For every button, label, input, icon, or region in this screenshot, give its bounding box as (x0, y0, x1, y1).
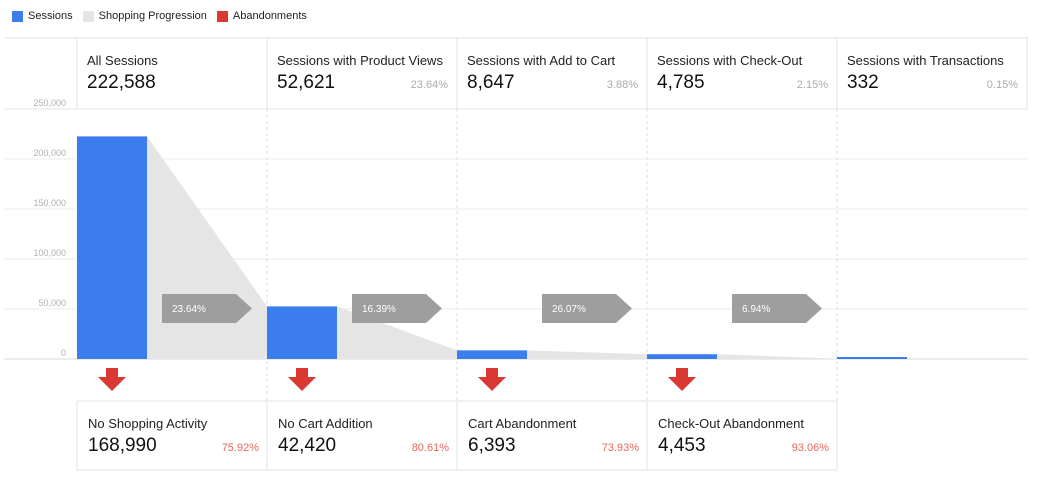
conversion-rate-arrow (542, 294, 632, 323)
stage-value: 4,785 (657, 72, 705, 93)
conversion-rate-arrow (162, 294, 252, 323)
stage-percentage: 3.88% (607, 79, 638, 91)
sessions-bar (837, 357, 907, 359)
stage-value: 52,621 (277, 72, 335, 93)
legend-item-abandonments[interactable]: Abandonments (216, 10, 307, 22)
y-tick-label: 200,000 (33, 148, 66, 158)
stage-value: 332 (847, 72, 879, 93)
progression-area (717, 354, 837, 359)
stage-label: Sessions with Transactions (847, 53, 1004, 68)
legend-label-abandonments: Abandonments (232, 10, 307, 22)
abandonment-label: No Shopping Activity (88, 416, 208, 431)
conversion-rate-arrow (732, 294, 822, 323)
abandonment-percentage: 75.92% (222, 442, 260, 454)
sessions-bar (457, 350, 527, 359)
stage-percentage: 0.15% (987, 79, 1018, 91)
abandonment-arrow-icon (478, 368, 506, 391)
stage-label: Sessions with Product Views (277, 53, 443, 68)
stage-label: All Sessions (87, 53, 158, 68)
conversion-rate-label: 26.07% (552, 304, 586, 315)
y-tick-label: 0 (61, 348, 66, 358)
abandonment-value: 4,453 (658, 435, 706, 456)
abandonment-value: 168,990 (88, 435, 157, 456)
legend-swatch-abandonments (216, 10, 228, 22)
abandonment-card (646, 400, 838, 471)
stage-label: Sessions with Add to Cart (467, 53, 616, 68)
conversion-rate-label: 23.64% (172, 304, 206, 315)
abandonment-label: No Cart Addition (278, 416, 373, 431)
stage-value: 222,588 (87, 72, 156, 93)
abandonment-value: 6,393 (468, 435, 516, 456)
sessions-bar (77, 136, 147, 359)
abandonment-percentage: 93.06% (792, 442, 830, 454)
sessions-bar (267, 306, 337, 359)
progression-area (527, 350, 647, 359)
abandonment-value: 42,420 (278, 435, 336, 456)
y-tick-label: 250,000 (33, 98, 66, 108)
y-tick-label: 50,000 (38, 298, 66, 308)
stage-percentage: 23.64% (411, 79, 449, 91)
chart-legend: Sessions Shopping Progression Abandonmen… (12, 9, 317, 23)
stage-label: Sessions with Check-Out (657, 53, 803, 68)
legend-label-sessions: Sessions (28, 10, 73, 22)
abandonment-arrow-icon (668, 368, 696, 391)
y-tick-label: 100,000 (33, 248, 66, 258)
abandonment-percentage: 80.61% (412, 442, 450, 454)
sessions-bar (647, 354, 717, 359)
abandonment-arrow-icon (98, 368, 126, 391)
abandonment-arrow-icon (288, 368, 316, 391)
legend-swatch-sessions (12, 10, 23, 22)
conversion-rate-label: 16.39% (362, 304, 396, 315)
stage-value: 8,647 (467, 72, 515, 93)
abandonment-label: Cart Abandonment (468, 416, 577, 431)
legend-item-shopping-progression[interactable]: Shopping Progression (82, 10, 207, 22)
legend-item-sessions[interactable]: Sessions (12, 10, 73, 22)
y-tick-label: 150,000 (33, 198, 66, 208)
abandonment-label: Check-Out Abandonment (658, 416, 804, 431)
progression-area (147, 136, 267, 359)
conversion-rate-label: 6.94% (742, 304, 770, 315)
legend-label-shopping-progression: Shopping Progression (98, 10, 207, 22)
abandonment-percentage: 73.93% (602, 442, 640, 454)
stage-percentage: 2.15% (797, 79, 828, 91)
conversion-rate-arrow (352, 294, 442, 323)
legend-swatch-shopping-progression (82, 10, 94, 22)
